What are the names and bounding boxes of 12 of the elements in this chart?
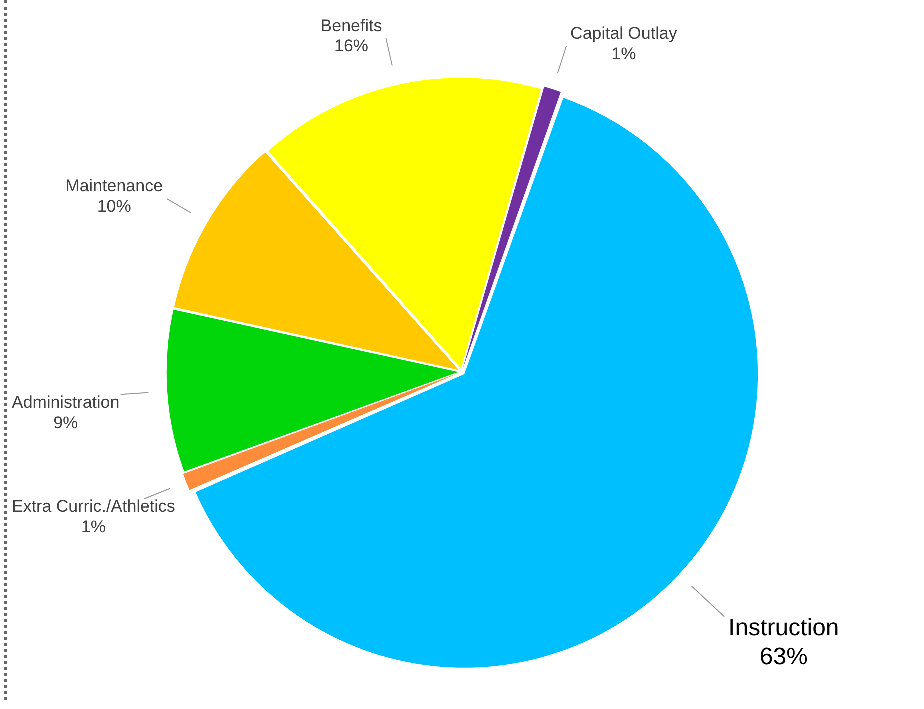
data-label: 1% bbox=[81, 518, 106, 537]
data-label: 63% bbox=[760, 643, 808, 670]
slice-label: Benefits bbox=[320, 16, 382, 36]
data-label: 1% bbox=[612, 44, 636, 64]
slice-label: Capital Outlay bbox=[570, 24, 678, 44]
data-label: 9% bbox=[54, 413, 78, 432]
slice-label: Administration bbox=[12, 392, 120, 412]
data-label: 16% bbox=[334, 36, 369, 56]
data-label: 10% bbox=[97, 197, 132, 216]
slice-label: Extra Curric./Athletics bbox=[12, 497, 176, 516]
slice-label: Instruction bbox=[728, 614, 840, 642]
slice-label: Maintenance bbox=[66, 176, 164, 196]
